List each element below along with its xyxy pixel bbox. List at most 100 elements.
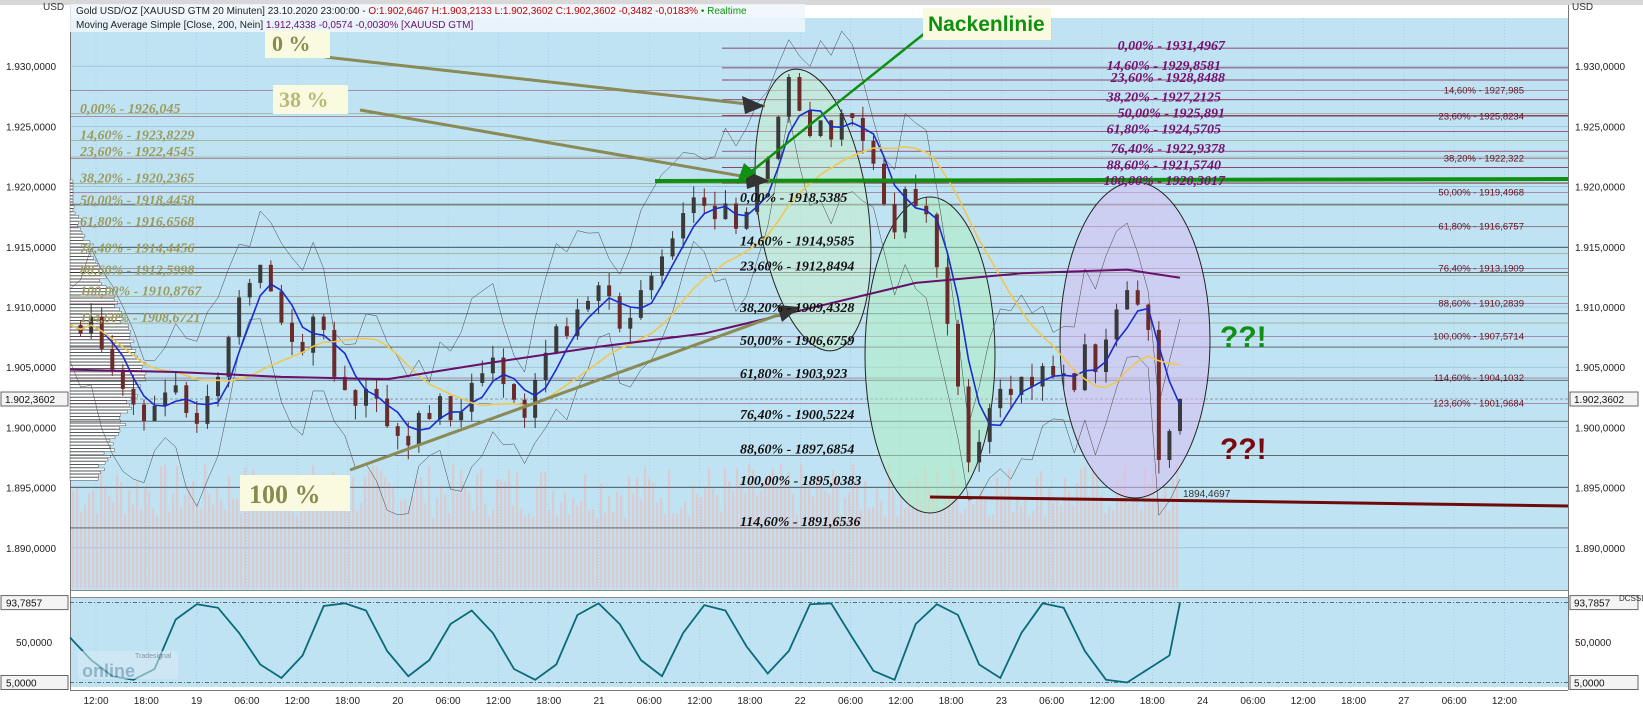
ma-200-purple[interactable] — [69, 268, 1181, 381]
candle-body — [892, 204, 897, 233]
fib-label-right: 23,60% - 1925,8234 — [1438, 111, 1524, 122]
volume-bar — [968, 491, 971, 588]
volume-bar — [940, 508, 943, 588]
annotation-100pct[interactable]: 100 % — [240, 475, 350, 511]
candle-body — [1104, 339, 1108, 373]
oscillator-line[interactable] — [69, 602, 1181, 684]
osc-label-left: 5,0000 — [6, 679, 37, 690]
volume-bar — [536, 488, 539, 588]
band-lower — [69, 114, 1181, 517]
fib-label-black: 23,60% - 1912,8494 — [739, 260, 854, 275]
volume-bar — [988, 516, 991, 588]
candle-body — [1146, 304, 1151, 330]
neckline-pointer[interactable] — [736, 32, 926, 184]
volume-bar — [1168, 510, 1171, 588]
oscillator-panel[interactable] — [70, 597, 1568, 687]
volume-bar — [852, 463, 855, 588]
volume-bar — [768, 474, 771, 588]
volume-bar — [100, 469, 103, 588]
volume-bar — [80, 511, 83, 588]
volume-bar — [820, 474, 823, 588]
volume-bar — [88, 493, 91, 588]
volume-bar — [440, 485, 443, 588]
candle-body — [438, 396, 442, 420]
ellipse-head[interactable] — [864, 196, 996, 514]
fib-label-olive: 61,80% - 1916,6568 — [80, 215, 194, 230]
volume-bar — [760, 490, 763, 588]
volume-bar — [120, 481, 123, 588]
volume-bar — [860, 509, 863, 588]
volume-bar — [336, 493, 339, 588]
volume-bar — [460, 470, 463, 588]
profile-bar — [69, 298, 115, 302]
candle-body — [237, 297, 242, 338]
volume-bar — [208, 493, 211, 588]
arrow-100pct[interactable] — [349, 305, 801, 472]
profile-bar — [69, 442, 114, 446]
volume-bar — [648, 478, 651, 588]
fib-label-right: 88,60% - 1910,2839 — [1438, 299, 1524, 310]
annotation-neckline[interactable]: Nackenlinie — [923, 8, 1051, 40]
x-tick-label: 27 — [1398, 696, 1410, 707]
fib-label-purple: 14,60% - 1929,8581 — [1107, 59, 1221, 74]
x-tick-label: 06:00 — [436, 696, 461, 707]
x-tick-label: 19 — [191, 696, 203, 707]
volume-bar — [356, 510, 359, 588]
volume-bar — [804, 487, 807, 588]
volume-bar — [660, 498, 663, 588]
volume-bar — [1140, 509, 1143, 588]
volume-bar — [164, 464, 167, 588]
volume-bar — [360, 503, 363, 588]
x-tick-label: 24 — [1197, 696, 1209, 707]
profile-bar — [69, 192, 74, 196]
volume-bar — [828, 493, 831, 588]
last-price-box-left — [0, 391, 69, 407]
neckline-line[interactable] — [654, 177, 1569, 183]
candle-body — [1040, 366, 1045, 387]
volume-bar — [320, 493, 323, 588]
fib-label-black: 100,00% - 1895,0383 — [740, 474, 861, 489]
fib-label-black: 50,00% - 1906,6759 — [740, 334, 854, 349]
profile-bar — [69, 394, 138, 398]
volume-bar — [84, 504, 87, 588]
tradesignal-watermark: Tradesignal online — [78, 651, 178, 681]
volume-bar — [572, 498, 575, 588]
arrow-38pct[interactable] — [359, 108, 771, 183]
volume-bar — [480, 468, 483, 588]
profile-bar — [69, 291, 106, 295]
volume-bar — [464, 485, 467, 588]
candle-body — [998, 388, 1003, 409]
arrow-0pct[interactable] — [324, 55, 766, 108]
volume-bar — [668, 469, 671, 588]
volume-bar — [512, 505, 515, 588]
volume-bar — [640, 499, 643, 588]
ma-short-blue[interactable] — [69, 109, 1181, 431]
candle-body — [966, 386, 971, 463]
volume-bar — [780, 463, 783, 588]
support-line[interactable] — [929, 495, 1569, 508]
y-tick-left: 1.890,0000 — [6, 544, 56, 555]
profile-bar — [69, 362, 146, 366]
volume-bar — [484, 503, 487, 588]
volume-bar — [244, 467, 247, 588]
annotation-0pct[interactable]: 0 % — [265, 30, 330, 58]
volume-bar — [600, 483, 603, 588]
annotation-38pct[interactable]: 38 % — [273, 85, 348, 114]
volume-bar — [204, 463, 207, 588]
ma-mid-yellow[interactable] — [69, 146, 1181, 407]
candle-body — [681, 213, 686, 239]
x-tick-label: 23 — [996, 696, 1008, 707]
volume-bar — [724, 468, 727, 588]
profile-bar — [69, 381, 136, 385]
volume-bar — [556, 515, 559, 588]
candle-body — [1051, 366, 1056, 376]
volume-bar — [540, 472, 543, 588]
volume-bar — [800, 464, 803, 588]
x-tick-label: 18:00 — [134, 696, 159, 707]
candle-body — [332, 329, 337, 377]
fib-label-olive: 88,60% - 1912,5998 — [80, 264, 194, 279]
volume-bar — [220, 499, 223, 588]
low-label: 1894,4697 — [1183, 489, 1231, 500]
ellipse-right-shoulder[interactable] — [1059, 181, 1211, 499]
